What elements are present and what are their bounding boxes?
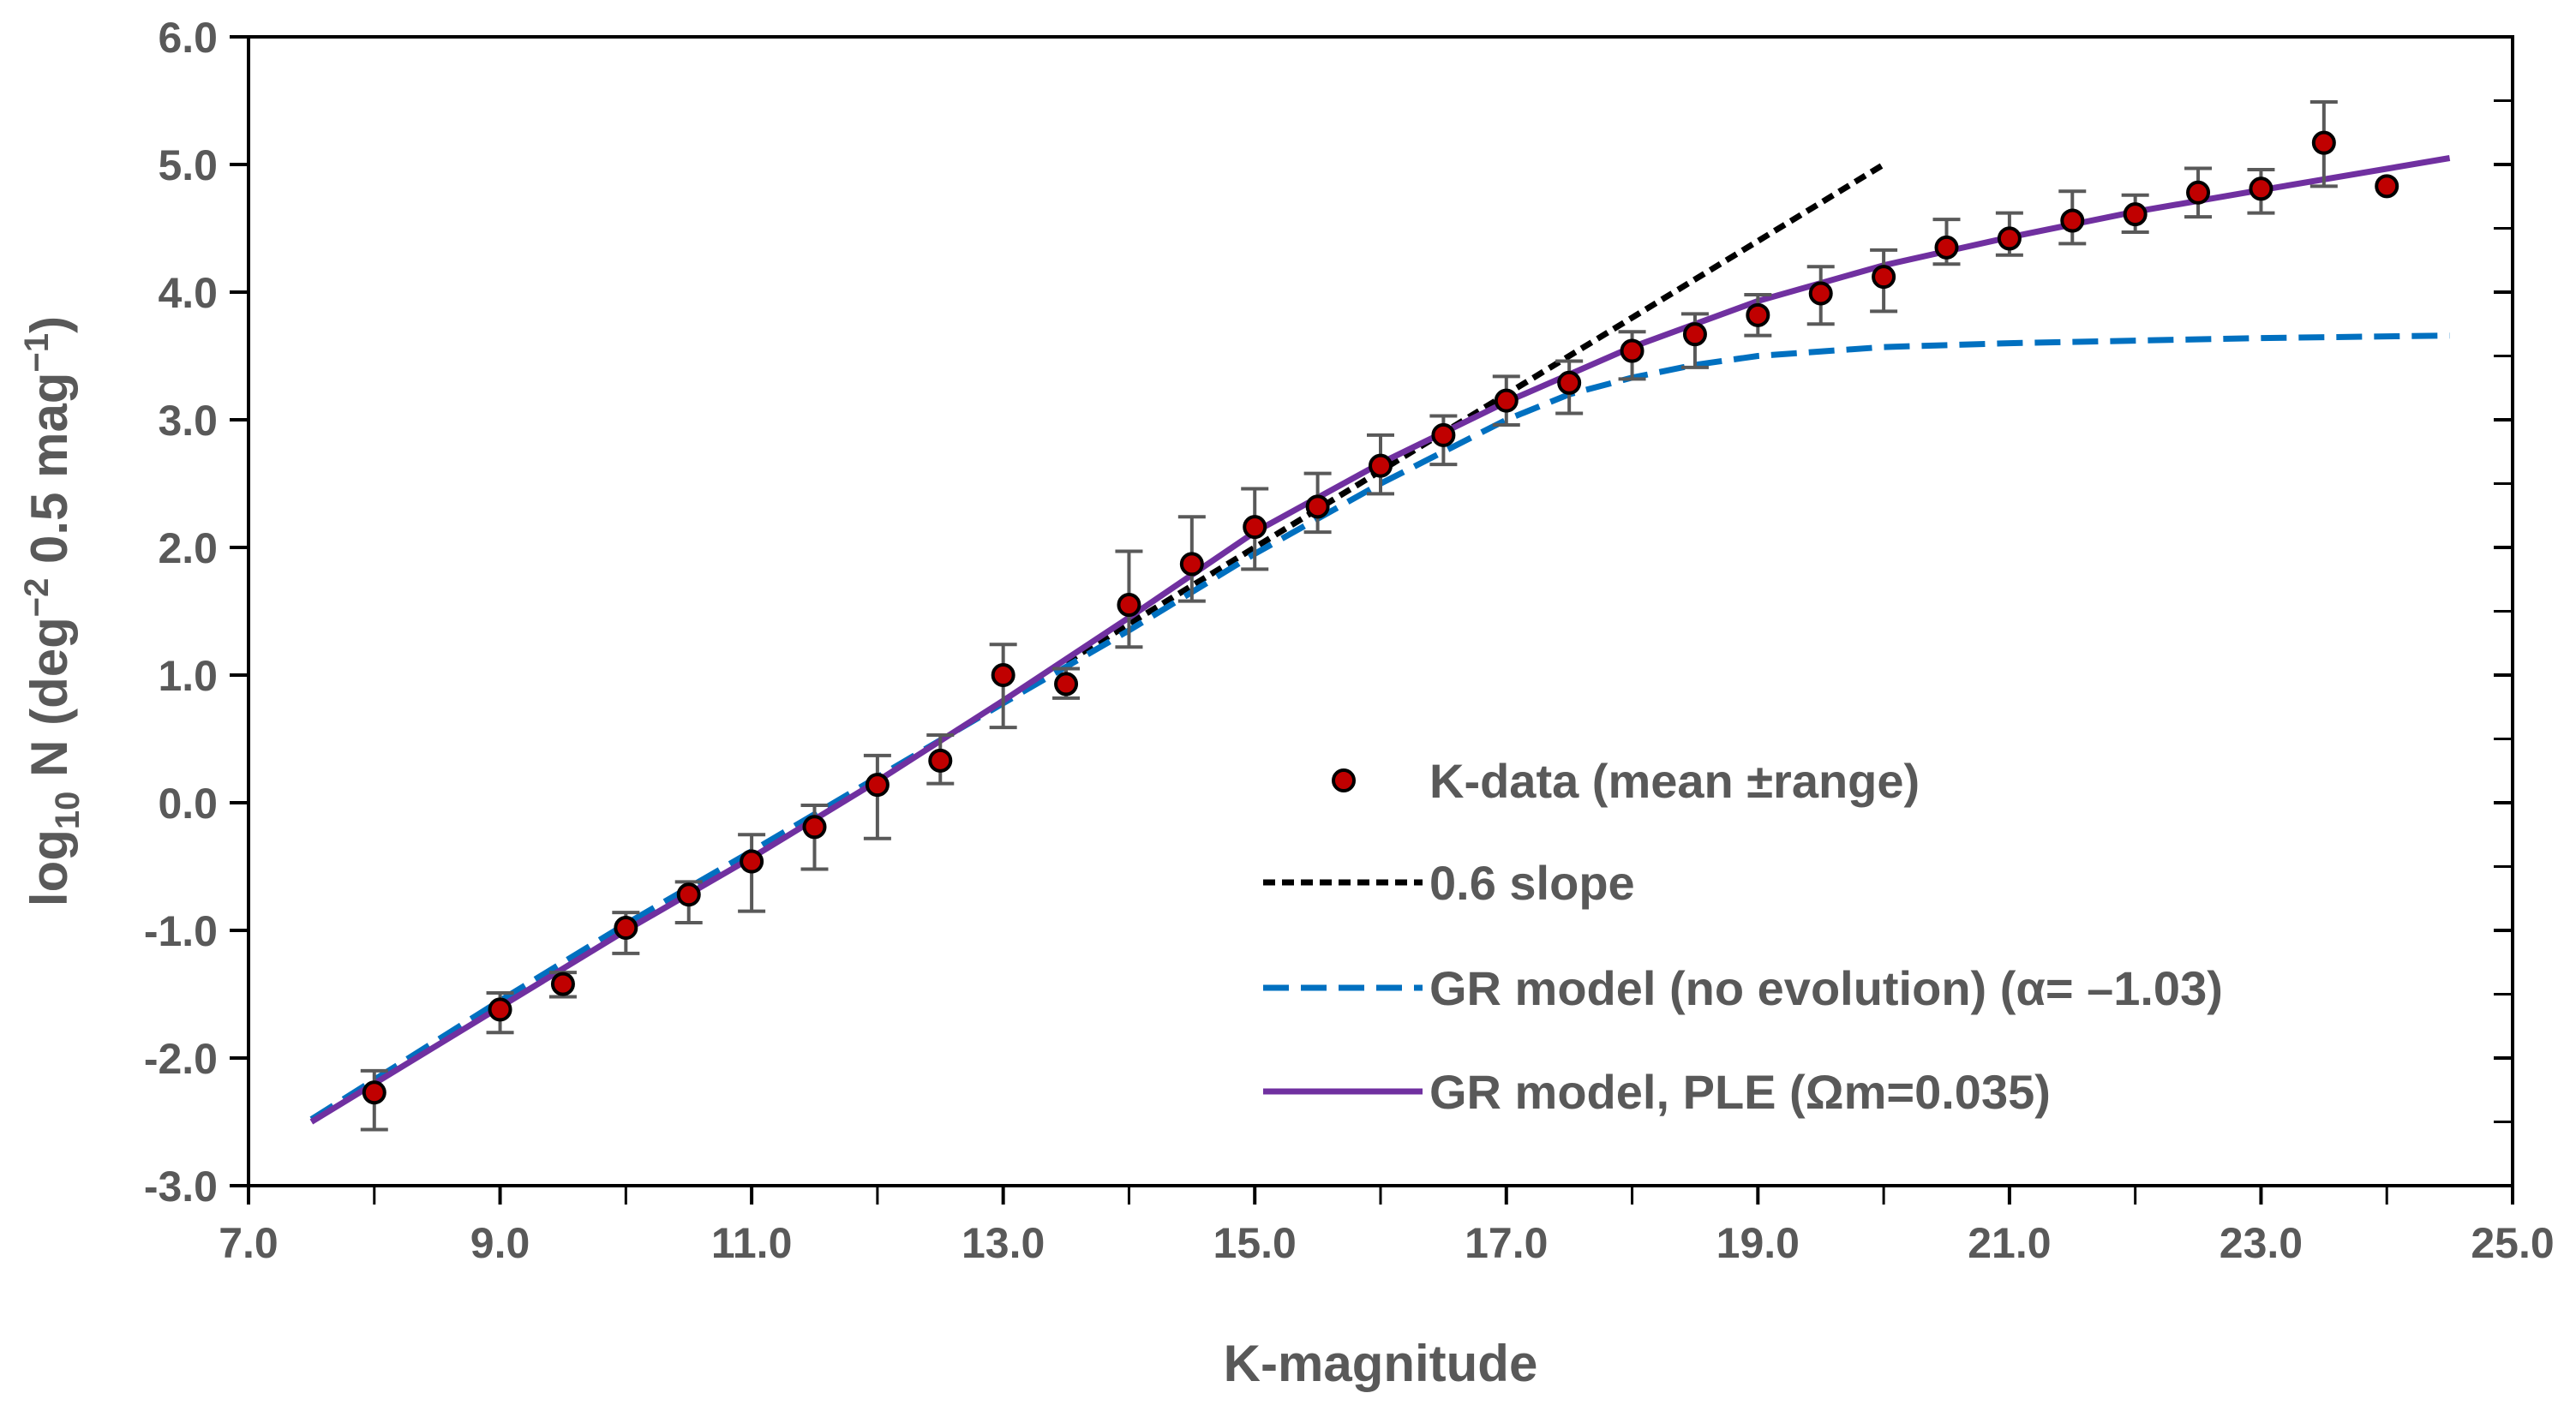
data-point — [2186, 180, 2211, 205]
y-tick-label: 1.0 — [158, 652, 218, 700]
axis-tick-labels: 7.0 9.0 11.0 13.0 15.0 17.0 19.0 21.0 23.0 25.0 6.… — [144, 14, 2555, 1267]
data-point — [1117, 593, 1141, 618]
data-point — [1682, 322, 1707, 347]
y-axis-title-log: log — [21, 829, 78, 906]
data-point — [1369, 453, 1393, 478]
data-point — [1997, 226, 2022, 251]
legend-item-gr-no-evolution: GR model (no evolution) (α= –1.03) — [1263, 961, 2223, 1015]
data-point — [928, 748, 953, 773]
legend-label-slope: 0.6 slope — [1429, 856, 1635, 910]
data-point — [740, 849, 764, 874]
data-point — [550, 972, 575, 996]
data-point — [1872, 265, 1896, 290]
y-axis-title-unit-deg: N (deg — [21, 617, 78, 791]
data-point — [2311, 130, 2336, 155]
y-tick-label: 5.0 — [158, 141, 218, 189]
legend-item-gr-ple: GR model, PLE (Ωm=0.035) — [1263, 1065, 2051, 1119]
x-axis-title: K-magnitude — [1224, 1335, 1538, 1392]
x-tick-label: 13.0 — [962, 1219, 1045, 1267]
data-point — [1305, 494, 1330, 519]
data-point — [2123, 202, 2148, 227]
x-tick-label: 7.0 — [219, 1219, 279, 1267]
y-tick-label: 3.0 — [158, 397, 218, 445]
y-tick-label: -2.0 — [144, 1035, 218, 1083]
series-line-1 — [1064, 162, 1885, 666]
legend-label-k-data: K-data (mean ±range) — [1429, 754, 1920, 808]
data-point — [1054, 672, 1079, 697]
data-point — [362, 1080, 386, 1105]
y-tick-label: -1.0 — [144, 907, 218, 955]
y-axis-title: log10 N (deg−2 0.5 mag−1) — [18, 316, 87, 906]
data-point — [2249, 176, 2273, 201]
legend: K-data (mean ±range) 0.6 slope GR model … — [1263, 754, 2223, 1119]
y-tick-label: 6.0 — [158, 14, 218, 62]
x-tick-label: 19.0 — [1716, 1219, 1800, 1267]
data-point — [1494, 388, 1519, 413]
data-point — [1746, 302, 1770, 327]
data-point — [865, 773, 890, 798]
series-layer — [309, 99, 2451, 1132]
x-tick-label: 11.0 — [711, 1219, 793, 1267]
data-point — [1808, 281, 1833, 306]
data-point — [614, 916, 638, 941]
y-tick-label: -3.0 — [144, 1163, 218, 1211]
legend-item-slope: 0.6 slope — [1263, 856, 1635, 910]
x-tick-label: 21.0 — [1968, 1219, 2051, 1267]
y-axis-title-unit-mag: 0.5 mag — [21, 373, 78, 578]
y-axis-title-subscript: 10 — [49, 792, 87, 830]
x-tick-label: 9.0 — [470, 1219, 530, 1267]
data-point — [488, 997, 512, 1022]
legend-marker-k-data — [1332, 768, 1356, 792]
data-point — [991, 663, 1015, 687]
data-point — [2060, 208, 2085, 233]
data-point — [1620, 338, 1644, 363]
data-point — [676, 882, 701, 907]
data-point — [1934, 235, 1959, 260]
y-tick-label: 0.0 — [158, 780, 218, 828]
y-axis-title-superscript-1: −2 — [18, 578, 56, 618]
data-point — [802, 815, 827, 840]
x-tick-label: 25.0 — [2471, 1219, 2554, 1267]
x-tick-label: 17.0 — [1465, 1219, 1548, 1267]
y-tick-label: 4.0 — [158, 269, 218, 317]
series-line-2 — [309, 332, 2450, 1122]
y-axis-title-close: ) — [21, 316, 78, 333]
legend-label-gr-ple: GR model, PLE (Ωm=0.035) — [1429, 1065, 2051, 1119]
x-tick-label: 23.0 — [2220, 1219, 2303, 1267]
data-point — [2375, 174, 2399, 199]
axis-ticks — [230, 35, 2514, 1205]
legend-item-k-data: K-data (mean ±range) — [1332, 754, 1920, 808]
legend-label-gr-no-evolution: GR model (no evolution) (α= –1.03) — [1429, 961, 2223, 1015]
x-tick-label: 15.0 — [1213, 1219, 1297, 1267]
data-point — [1557, 370, 1582, 395]
y-tick-label: 2.0 — [158, 524, 218, 572]
data-point — [1431, 422, 1456, 447]
data-point — [1179, 552, 1204, 577]
data-point — [1243, 515, 1267, 540]
y-axis-title-superscript-2: −1 — [18, 333, 56, 373]
